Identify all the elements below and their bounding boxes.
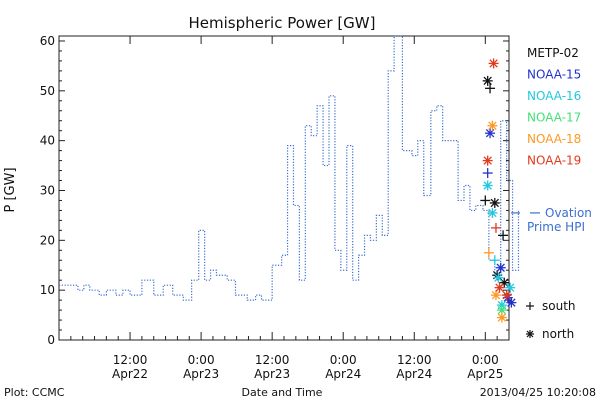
plot-credit: Plot: CCMC	[4, 386, 65, 399]
x-tick-time: 12:00	[255, 353, 290, 367]
x-tick-date: Apr24	[325, 367, 361, 381]
x-tick-time: 12:00	[113, 353, 148, 367]
satellite-point-noaa-16	[505, 282, 516, 293]
y-tick-label: 60	[40, 34, 55, 48]
satellite-point-noaa-16	[489, 255, 500, 266]
marker-legend-label: south	[542, 299, 576, 313]
marker-stroke	[488, 121, 497, 130]
satellite-point-metp-02	[480, 195, 491, 206]
marker-stroke	[494, 273, 503, 282]
marker-stroke	[497, 305, 507, 315]
satellite-legend: METP-02 NOAA-15 NOAA-16 NOAA-17 NOAA-18 NOAA-…	[527, 46, 581, 168]
marker-stroke	[505, 283, 515, 292]
satellite-point-noaa-18	[487, 120, 498, 131]
x-tick-date: Apr25	[467, 367, 503, 381]
x-tick-date: Apr22	[112, 367, 148, 381]
satellite-point-noaa-15	[485, 128, 496, 139]
ovation-legend-label: Prime HPI	[527, 220, 585, 234]
marker-stroke	[526, 330, 534, 338]
satellite-point-noaa-19	[501, 290, 512, 301]
satellite-point-metp-02	[498, 230, 509, 241]
satellite-point-noaa-18	[496, 312, 507, 323]
satellite-point-noaa-16	[487, 207, 498, 218]
y-tick-label: 0	[47, 333, 55, 347]
marker-stroke	[488, 208, 497, 218]
ovation-line	[59, 35, 520, 301]
satellite-point-noaa-15	[506, 297, 517, 308]
y-tick-label: 20	[40, 233, 55, 247]
satellite-point-noaa-19	[494, 282, 505, 293]
satellite-point-metp-02	[489, 197, 500, 208]
y-tick-label: 30	[40, 183, 55, 197]
legend-item-noaa-15: NOAA-15	[527, 68, 581, 82]
x-tick-time: 0:00	[330, 353, 357, 367]
marker-stroke	[483, 181, 492, 190]
marker-stroke	[507, 298, 516, 307]
marker-stroke	[502, 290, 511, 300]
x-tick-date: Apr23	[254, 367, 290, 381]
y-tick-label: 40	[40, 134, 55, 148]
y-tick-label: 10	[40, 283, 55, 297]
satellite-point-noaa-19	[488, 58, 499, 69]
x-tick-date: Apr24	[396, 367, 432, 381]
satellite-point-noaa-16	[493, 272, 504, 283]
satellite-point-noaa-19	[482, 155, 493, 166]
ovation-series	[59, 35, 520, 301]
x-axis-label: Date and Time	[242, 386, 323, 399]
marker-stroke	[483, 76, 492, 86]
x-tick-date: Apr23	[183, 367, 219, 381]
legend-item-metp-02: METP-02	[527, 46, 579, 60]
marker-stroke	[490, 198, 499, 208]
legend-item-noaa-17: NOAA-17	[527, 111, 581, 125]
ovation-legend-label: Ovation	[545, 206, 592, 220]
marker-legend: south north	[526, 299, 576, 341]
marker-legend-symbol-south	[526, 302, 534, 310]
y-tick-label: 50	[40, 84, 55, 98]
legend-item-noaa-16: NOAA-16	[527, 89, 581, 103]
legend-item-noaa-19: NOAA-19	[527, 154, 581, 168]
x-tick-time: 0:00	[188, 353, 215, 367]
marker-legend-symbol-north	[526, 330, 534, 338]
satellite-point-noaa-15	[482, 168, 493, 179]
plot-frame	[58, 35, 510, 341]
x-tick-time: 0:00	[472, 353, 499, 367]
marker-stroke	[489, 59, 498, 68]
satellite-point-noaa-19	[490, 222, 501, 233]
satellite-point-metp-02	[485, 83, 496, 94]
marker-stroke	[483, 156, 492, 165]
legend-item-noaa-18: NOAA-18	[527, 132, 581, 146]
satellite-point-noaa-15	[495, 262, 506, 273]
y-axis-label: P [GW]	[3, 167, 18, 212]
plot-timestamp: 2013/04/25 10:20:08	[480, 386, 596, 399]
satellite-point-metp-02	[482, 75, 493, 86]
marker-stroke	[495, 283, 504, 292]
marker-stroke	[497, 313, 507, 322]
satellite-points	[480, 58, 517, 323]
marker-stroke	[491, 290, 501, 300]
satellite-point-noaa-16	[482, 180, 493, 191]
marker-legend-label: north	[542, 327, 574, 341]
satellite-point-noaa-18	[490, 290, 501, 301]
marker-stroke	[496, 263, 505, 272]
x-tick-time: 12:00	[397, 353, 432, 367]
chart-title: Hemispheric Power [GW]	[189, 14, 376, 32]
axes: 010203040506012:00Apr220:00Apr2312:00Apr…	[40, 34, 510, 381]
satellite-point-noaa-18	[483, 247, 494, 258]
